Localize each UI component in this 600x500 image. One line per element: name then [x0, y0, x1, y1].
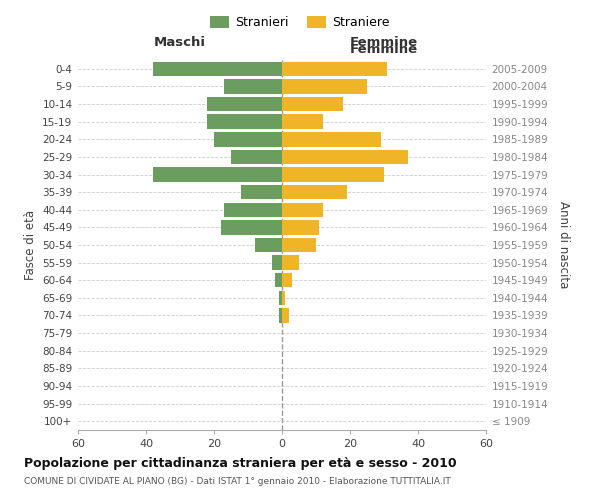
- Bar: [282, 79, 367, 94]
- Bar: [272, 256, 282, 270]
- Bar: [282, 168, 384, 181]
- Bar: [221, 220, 282, 234]
- Bar: [153, 168, 282, 181]
- Bar: [282, 150, 408, 164]
- Bar: [282, 202, 323, 217]
- Bar: [282, 114, 323, 129]
- Text: Femmine: Femmine: [350, 44, 418, 57]
- Text: Maschi: Maschi: [154, 36, 206, 50]
- Bar: [278, 290, 282, 305]
- Text: Popolazione per cittadinanza straniera per età e sesso - 2010: Popolazione per cittadinanza straniera p…: [24, 458, 457, 470]
- Bar: [153, 62, 282, 76]
- Y-axis label: Anni di nascita: Anni di nascita: [557, 202, 569, 288]
- Bar: [224, 79, 282, 94]
- Bar: [275, 273, 282, 287]
- Bar: [278, 308, 282, 322]
- Bar: [282, 185, 347, 200]
- Y-axis label: Fasce di età: Fasce di età: [23, 210, 37, 280]
- Text: Femmine: Femmine: [350, 36, 418, 50]
- Bar: [282, 290, 286, 305]
- Bar: [282, 256, 299, 270]
- Bar: [207, 114, 282, 129]
- Bar: [282, 132, 380, 146]
- Bar: [282, 220, 319, 234]
- Bar: [207, 97, 282, 112]
- Bar: [224, 202, 282, 217]
- Bar: [241, 185, 282, 200]
- Text: COMUNE DI CIVIDATE AL PIANO (BG) - Dati ISTAT 1° gennaio 2010 - Elaborazione TUT: COMUNE DI CIVIDATE AL PIANO (BG) - Dati …: [24, 478, 451, 486]
- Bar: [282, 62, 388, 76]
- Bar: [282, 97, 343, 112]
- Bar: [231, 150, 282, 164]
- Bar: [282, 273, 292, 287]
- Legend: Stranieri, Straniere: Stranieri, Straniere: [205, 11, 395, 34]
- Bar: [282, 308, 289, 322]
- Bar: [255, 238, 282, 252]
- Bar: [214, 132, 282, 146]
- Bar: [282, 238, 316, 252]
